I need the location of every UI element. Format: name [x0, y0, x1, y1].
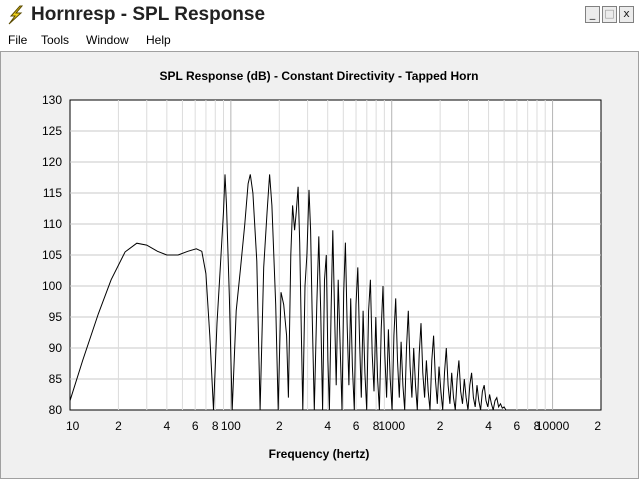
x-tick-label: 6: [192, 419, 199, 433]
y-tick-label: 125: [42, 124, 62, 138]
title-bar: Hornresp - SPL Response _ □ x: [0, 0, 639, 32]
window-title: Hornresp - SPL Response: [31, 4, 266, 25]
menu-tools[interactable]: Tools: [41, 33, 70, 47]
y-tick-label: 130: [42, 93, 62, 107]
x-axis-label: Frequency (hertz): [269, 447, 370, 461]
menu-file[interactable]: File: [8, 33, 28, 47]
x-tick-label: 2: [276, 419, 283, 433]
x-tick-label: 4: [485, 419, 492, 433]
x-tick-label: 8: [534, 419, 541, 433]
y-tick-label: 80: [49, 403, 63, 417]
y-tick-label: 115: [43, 186, 62, 200]
y-tick-label: 100: [42, 279, 62, 293]
x-tick-label: 2: [437, 419, 444, 433]
menu-help[interactable]: Help: [146, 33, 171, 47]
chart-title: SPL Response (dB) - Constant Directivity…: [160, 69, 479, 83]
y-tick-label: 90: [49, 341, 63, 355]
x-tick-label: 8: [373, 419, 380, 433]
y-tick-label: 85: [49, 372, 63, 386]
x-tick-label: 10: [66, 419, 80, 433]
x-tick-label: 6: [353, 419, 360, 433]
x-tick-label: 6: [514, 419, 521, 433]
x-tick-label: 8: [212, 419, 219, 433]
menu-bar: File Tools Window Help: [0, 31, 639, 52]
chart-panel: SPL Response (dB) - Constant Directivity…: [0, 52, 639, 479]
y-axis-tick-labels: 130 125 120 115 110 105 100 95 90 85 80: [42, 93, 62, 417]
series-line-spl: [69, 174, 507, 411]
x-tick-label: 1000: [378, 419, 405, 433]
maximize-button[interactable]: □: [602, 6, 617, 23]
x-tick-label: 4: [164, 419, 171, 433]
spl-response-chart: SPL Response (dB) - Constant Directivity…: [42, 69, 602, 461]
y-tick-label: 105: [42, 248, 62, 262]
x-tick-label: 10000: [536, 419, 570, 433]
menu-window[interactable]: Window: [86, 33, 129, 47]
x-tick-label: 2: [115, 419, 122, 433]
y-tick-label: 110: [43, 217, 62, 231]
x-tick-label: 2: [594, 419, 601, 433]
close-button[interactable]: x: [619, 6, 634, 23]
y-tick-label: 95: [49, 310, 63, 324]
minimize-button[interactable]: _: [585, 6, 600, 23]
lightning-icon: [8, 5, 24, 25]
grid-lines: [70, 100, 601, 410]
x-tick-label: 4: [324, 419, 331, 433]
y-tick-label: 120: [42, 155, 62, 169]
x-tick-label: 100: [221, 419, 241, 433]
